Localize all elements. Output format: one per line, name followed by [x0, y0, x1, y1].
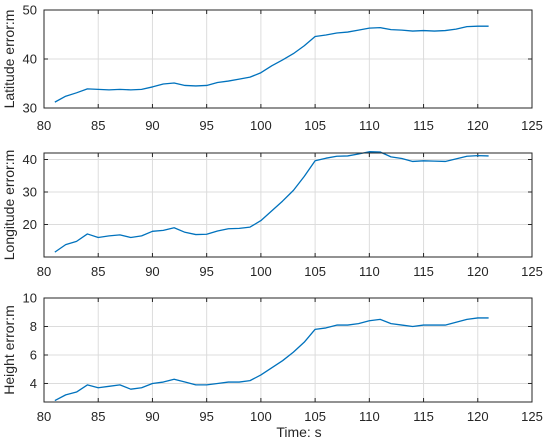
x-tick-label: 80: [37, 118, 51, 133]
x-tick-label: 105: [304, 118, 326, 133]
x-tick-label: 85: [91, 118, 105, 133]
y-axis-label: Height error:m: [1, 305, 17, 394]
y-tick-label: 6: [30, 347, 37, 362]
x-tick-label: 90: [145, 409, 159, 424]
axes-frame: [43, 297, 533, 403]
x-tick-label: 115: [413, 264, 434, 279]
y-tick-label: 50: [23, 3, 37, 18]
x-tick-label: 90: [145, 118, 159, 133]
x-tick-label: 100: [250, 264, 272, 279]
x-axis-label: Time: s: [276, 424, 321, 440]
x-tick-label: 105: [304, 264, 326, 279]
y-axis-label: Latitude error:m: [1, 10, 17, 109]
x-tick-label: 110: [359, 409, 380, 424]
series-line-latitude: [54, 25, 489, 103]
x-tick-label: 120: [467, 118, 489, 133]
x-tick-label: 80: [37, 409, 51, 424]
x-tick-label: 120: [467, 409, 489, 424]
x-tick-label: 125: [521, 264, 543, 279]
x-tick-label: 95: [199, 118, 213, 133]
x-tick-label: 115: [413, 118, 434, 133]
y-tick-label: 10: [23, 291, 37, 306]
axes-frame: [43, 152, 533, 258]
axes-frame: [43, 9, 533, 109]
y-tick-label: 30: [23, 101, 37, 116]
plot-area: [44, 153, 532, 257]
x-tick-label: 120: [467, 264, 489, 279]
x-tick-label: 115: [413, 409, 434, 424]
subplot-latitude: 80 85 90 95 100 105 110 115 120 125 30 40 50 Latitude…: [1, 3, 543, 134]
y-tick-label: 40: [23, 152, 37, 167]
subplot-height: 80 85 90 95 100 105 110 115 120 125 4 6 8 10 Height er…: [1, 291, 543, 425]
x-tick-label: 95: [199, 264, 213, 279]
y-tick-label: 30: [23, 185, 37, 200]
y-tick-label: 8: [30, 319, 37, 334]
y-axis-label: Longitude error:m: [1, 150, 17, 261]
series-line-longitude: [54, 151, 489, 253]
series-line-height: [54, 317, 489, 402]
x-tick-label: 110: [359, 118, 380, 133]
x-tick-label: 125: [521, 118, 543, 133]
y-tick-label: 40: [23, 52, 37, 67]
x-tick-label: 100: [250, 409, 272, 424]
x-tick-label: 85: [91, 409, 105, 424]
x-tick-label: 105: [304, 409, 326, 424]
plot-area: [44, 298, 532, 402]
x-tick-label: 85: [91, 264, 105, 279]
y-tick-label: 4: [30, 376, 37, 391]
x-tick-label: 90: [145, 264, 159, 279]
x-tick-label: 80: [37, 264, 51, 279]
x-tick-label: 110: [359, 264, 380, 279]
x-tick-label: 125: [521, 409, 543, 424]
x-tick-label: 95: [199, 409, 213, 424]
x-tick-label: 100: [250, 118, 272, 133]
y-tick-label: 20: [23, 217, 37, 232]
subplot-longitude: 80 85 90 95 100 105 110 115 120 125 20 30 40 Longitud…: [1, 150, 543, 279]
